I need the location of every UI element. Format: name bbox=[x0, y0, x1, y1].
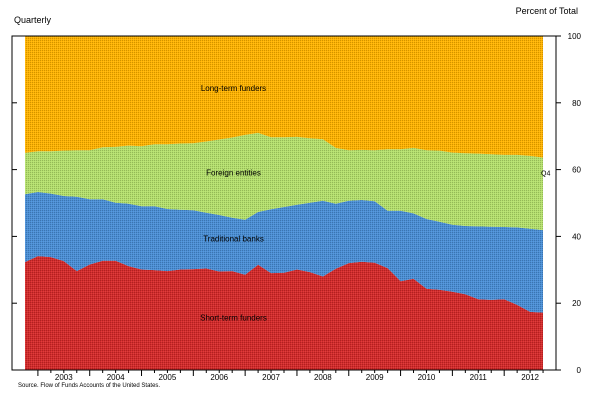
area-texture-traditional-banks bbox=[25, 192, 543, 313]
area-texture-foreign-entities bbox=[25, 132, 543, 231]
series-label: Short-term funders bbox=[200, 313, 267, 322]
y-tick-label: 80 bbox=[572, 99, 581, 108]
series-areas bbox=[25, 36, 543, 370]
series-labels: Short-term funders Traditional banks Forei… bbox=[200, 84, 267, 323]
x-tick-label: 2004 bbox=[107, 373, 125, 382]
source-note: Source. Flow of Funds Accounts of the Un… bbox=[18, 383, 160, 389]
y-tick-label: 20 bbox=[572, 299, 581, 308]
x-tick-label: 2009 bbox=[366, 373, 384, 382]
x-tick-label: 2006 bbox=[210, 373, 228, 382]
series-label: Traditional banks bbox=[203, 234, 264, 243]
y-tick-label: 100 bbox=[568, 32, 582, 41]
y-tick-label: 40 bbox=[572, 232, 581, 241]
x-tick-label: 2010 bbox=[418, 373, 436, 382]
x-tick-label: 2011 bbox=[470, 373, 488, 382]
x-axis: 2003 2004 2005 2006 2007 2008 2009 2010 2011 2012 bbox=[37, 370, 544, 382]
area-texture-short-term-funders bbox=[25, 256, 543, 370]
x-tick-label: 2012 bbox=[521, 373, 539, 382]
y-axis-title: Percent of Total bbox=[516, 6, 578, 16]
area-texture-long-term-funders bbox=[25, 36, 543, 158]
x-tick-label: 2008 bbox=[314, 373, 332, 382]
series-label: Long-term funders bbox=[201, 84, 266, 93]
x-tick-label: 2005 bbox=[159, 373, 177, 382]
x-tick-label: 2007 bbox=[262, 373, 280, 382]
frequency-label: Quarterly bbox=[14, 15, 52, 25]
end-period-label: Q4 bbox=[541, 171, 550, 178]
y-tick-label: 60 bbox=[572, 166, 581, 175]
y-axis: 0 20 40 60 80 100 bbox=[12, 32, 582, 375]
y-tick-label: 0 bbox=[577, 366, 582, 375]
series-label: Foreign entities bbox=[206, 168, 261, 177]
x-tick-label: 2003 bbox=[55, 373, 73, 382]
